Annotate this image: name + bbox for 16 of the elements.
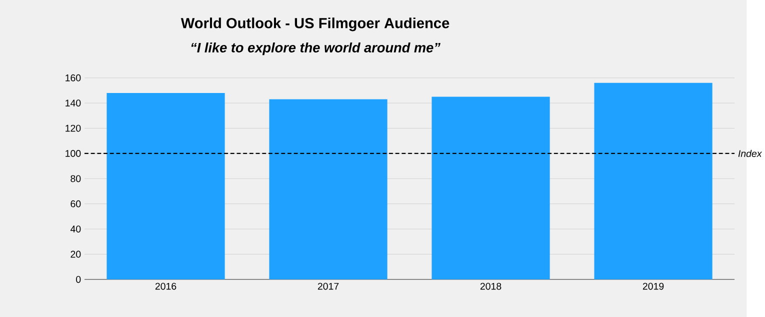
ref-line-label: Index [738,150,762,157]
x-tick-label: 2019 [642,282,664,290]
y-tick-label: 100 [66,150,81,157]
y-tick-label: 120 [66,124,81,132]
y-tick-label: 160 [66,74,81,82]
x-tick-label: 2018 [480,282,502,290]
y-tick-label: 140 [66,100,81,106]
y-tick-label: 0 [76,276,81,283]
y-tick-label: 20 [70,250,81,258]
y-tick-label: 80 [70,175,81,182]
y-tick-label: 40 [70,225,81,232]
chart-title: World Outlook - US Filmgoer Audience [180,17,450,32]
chart-subtitle: “I like to explore the world around me” [191,42,440,56]
x-tick-label: 2016 [155,282,176,290]
x-tick-label: 2017 [318,282,339,290]
y-tick-label: 60 [70,200,81,208]
